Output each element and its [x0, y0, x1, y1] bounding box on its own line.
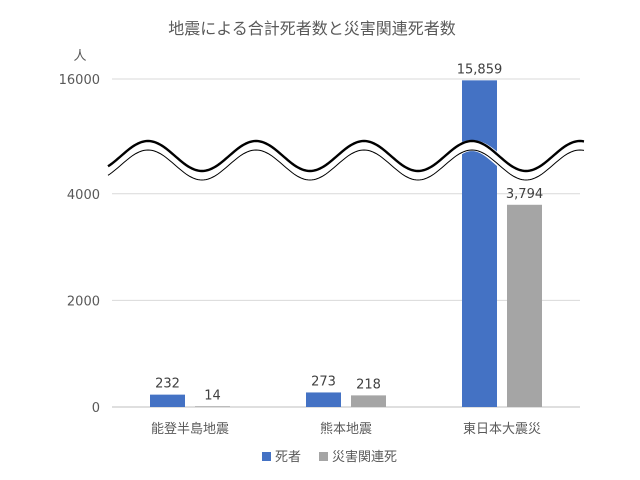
legend-swatch-0	[262, 452, 271, 461]
bar-2-0	[462, 80, 497, 407]
data-label-1-1: 218	[356, 377, 381, 392]
bar-0-1	[195, 406, 230, 407]
axis-break-line-top	[107, 139, 585, 173]
y-tick-label-0: 0	[92, 401, 100, 416]
data-label-0-0: 232	[155, 377, 180, 392]
legend-swatch-1	[319, 452, 328, 461]
legend-label-1: 災害関連死	[332, 449, 397, 465]
bar-2-1	[507, 204, 542, 407]
gridlines	[112, 78, 580, 408]
y-tick-label-3: 16000	[59, 73, 100, 88]
data-label-2-1: 3,794	[506, 187, 543, 202]
data-label-1-0: 273	[311, 374, 336, 389]
y-axis-ticks: 0 2000 4000 16000	[59, 73, 100, 416]
chart-title: 地震による合計死者数と災害関連死者数	[168, 19, 456, 38]
x-tick-label-1: 熊本地震	[320, 421, 372, 437]
data-labels: 232 14 273 218 15,859 3,794	[155, 62, 543, 403]
legend: 死者 災害関連死	[262, 449, 397, 465]
axis-break-band	[105, 139, 585, 182]
x-tick-label-0: 能登半島地震	[151, 422, 229, 437]
bar-1-1	[351, 395, 386, 407]
x-axis-labels: 能登半島地震 熊本地震 東日本大震災	[151, 421, 541, 437]
y-axis-unit-label: 人	[73, 49, 86, 64]
legend-label-0: 死者	[275, 450, 301, 465]
data-label-2-0: 15,859	[457, 62, 503, 77]
y-tick-label-2: 4000	[67, 188, 100, 203]
bar-1-0	[306, 392, 341, 407]
bars	[150, 80, 542, 407]
axis-break-wave	[105, 139, 585, 182]
data-label-0-1: 14	[204, 388, 221, 403]
bar-0-0	[150, 394, 185, 407]
axis-break-line-bottom	[107, 149, 585, 181]
y-tick-label-1: 2000	[67, 294, 100, 309]
x-tick-label-2: 東日本大震災	[463, 421, 541, 437]
